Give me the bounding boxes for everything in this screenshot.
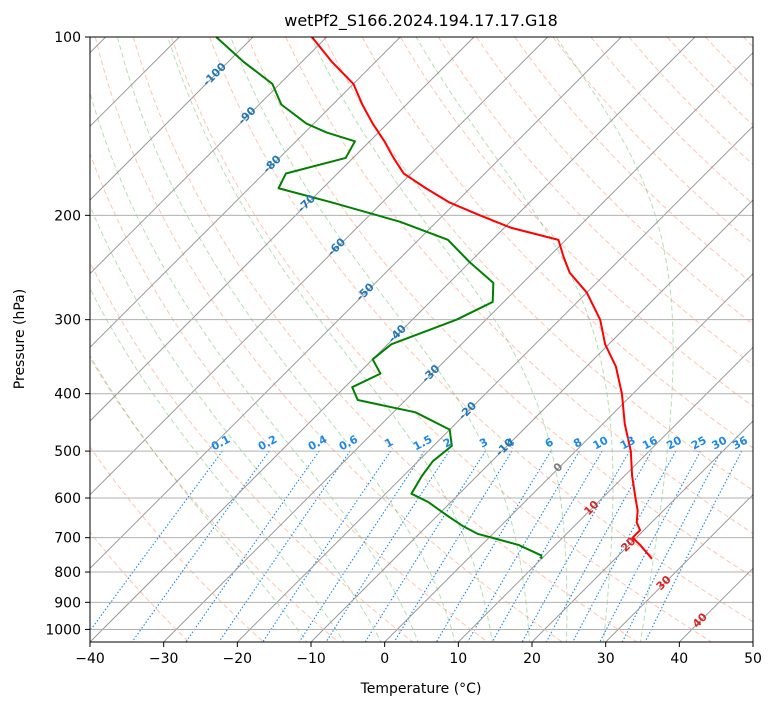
x-tick-label: −10 xyxy=(296,651,326,667)
y-tick-label: 800 xyxy=(54,565,81,581)
mixing-ratio-line xyxy=(644,450,743,642)
isotherm-line xyxy=(90,37,475,422)
mixing-ratio-label: 13 xyxy=(618,434,638,453)
mixing-ratio-label: 10 xyxy=(591,434,611,453)
mixing-ratio-label: 30 xyxy=(710,434,730,453)
mixing-ratio-line xyxy=(218,450,351,642)
mixing-ratio-label: 20 xyxy=(664,434,684,453)
mixing-ratio-line xyxy=(185,450,320,642)
mixing-ratio-line xyxy=(364,450,486,642)
mixing-ratio-line xyxy=(262,450,392,642)
x-tick-label: −20 xyxy=(223,651,253,667)
isotherm-line xyxy=(90,37,622,570)
isotherm-line xyxy=(90,37,401,349)
y-tick-label: 400 xyxy=(54,387,81,403)
dry-adiabat xyxy=(90,260,414,642)
dry-adiabat xyxy=(132,37,638,642)
mixing-ratio-label: 25 xyxy=(689,434,709,453)
x-tick-label: 30 xyxy=(597,651,615,667)
x-axis: −40 −30 −20 −10 0 10 20 30 40 50 xyxy=(75,642,762,667)
y-tick-label: 500 xyxy=(54,444,81,460)
isotherm-line xyxy=(90,37,696,642)
dewpoint-profile xyxy=(215,37,543,559)
mixing-ratio-line xyxy=(572,450,677,642)
mixing-ratio-line xyxy=(621,450,722,642)
isotherm-line xyxy=(605,493,753,642)
y-tick-label: 100 xyxy=(54,30,81,46)
mixing-ratio-label: 16 xyxy=(640,434,660,453)
isotherm-line xyxy=(90,37,328,275)
isotherm-line xyxy=(310,199,753,642)
y-tick-label: 900 xyxy=(54,595,81,611)
x-tick-label: 20 xyxy=(523,651,541,667)
mixing-ratio-line xyxy=(599,450,702,642)
mixing-ratio-label: 36 xyxy=(730,434,750,453)
x-tick-label: 40 xyxy=(670,651,688,667)
y-tick-label: 300 xyxy=(54,313,81,329)
isotherm-line xyxy=(236,125,753,642)
plot-frame xyxy=(89,36,754,643)
y-tick-label: 600 xyxy=(54,491,81,507)
x-tick-label: −40 xyxy=(75,651,105,667)
mixing-ratio-line xyxy=(545,450,653,642)
y-axis-label: Pressure (hPa) xyxy=(12,289,28,389)
mixing-ratio-line xyxy=(393,450,513,642)
mixing-ratio-line xyxy=(298,450,425,642)
plot-area xyxy=(90,37,753,642)
mixing-ratio-line xyxy=(90,450,223,632)
temperature-profile xyxy=(311,37,653,560)
isotherm-line xyxy=(90,37,254,201)
x-tick-label: 10 xyxy=(449,651,467,667)
isotherm-line xyxy=(531,420,753,642)
x-tick-label: −30 xyxy=(149,651,179,667)
y-tick-label: 700 xyxy=(54,531,81,547)
isotherm-line xyxy=(384,272,753,642)
x-tick-label: 50 xyxy=(744,651,762,667)
dry-adiabat xyxy=(247,37,753,578)
y-tick-label: 200 xyxy=(54,208,81,224)
isotherm-line xyxy=(90,37,549,496)
isotherm-line xyxy=(163,51,753,642)
chart-title: wetPf2_S166.2024.194.17.17.G18 xyxy=(284,11,558,31)
dry-adiabat xyxy=(285,37,753,535)
dry-adiabat xyxy=(323,37,753,491)
y-axis: 100 200 300 400 500 600 700 800 900 1000 xyxy=(45,30,90,638)
mixing-ratio-line xyxy=(435,450,552,642)
dry-adiabat xyxy=(90,152,489,642)
mixing-ratio-line xyxy=(131,450,270,642)
isotherm-line xyxy=(457,346,753,642)
x-axis-label: Temperature (°C) xyxy=(360,681,482,697)
y-tick-label: 1000 xyxy=(45,622,81,638)
x-tick-label: 0 xyxy=(380,651,389,667)
mixing-ratio-line xyxy=(325,450,450,642)
